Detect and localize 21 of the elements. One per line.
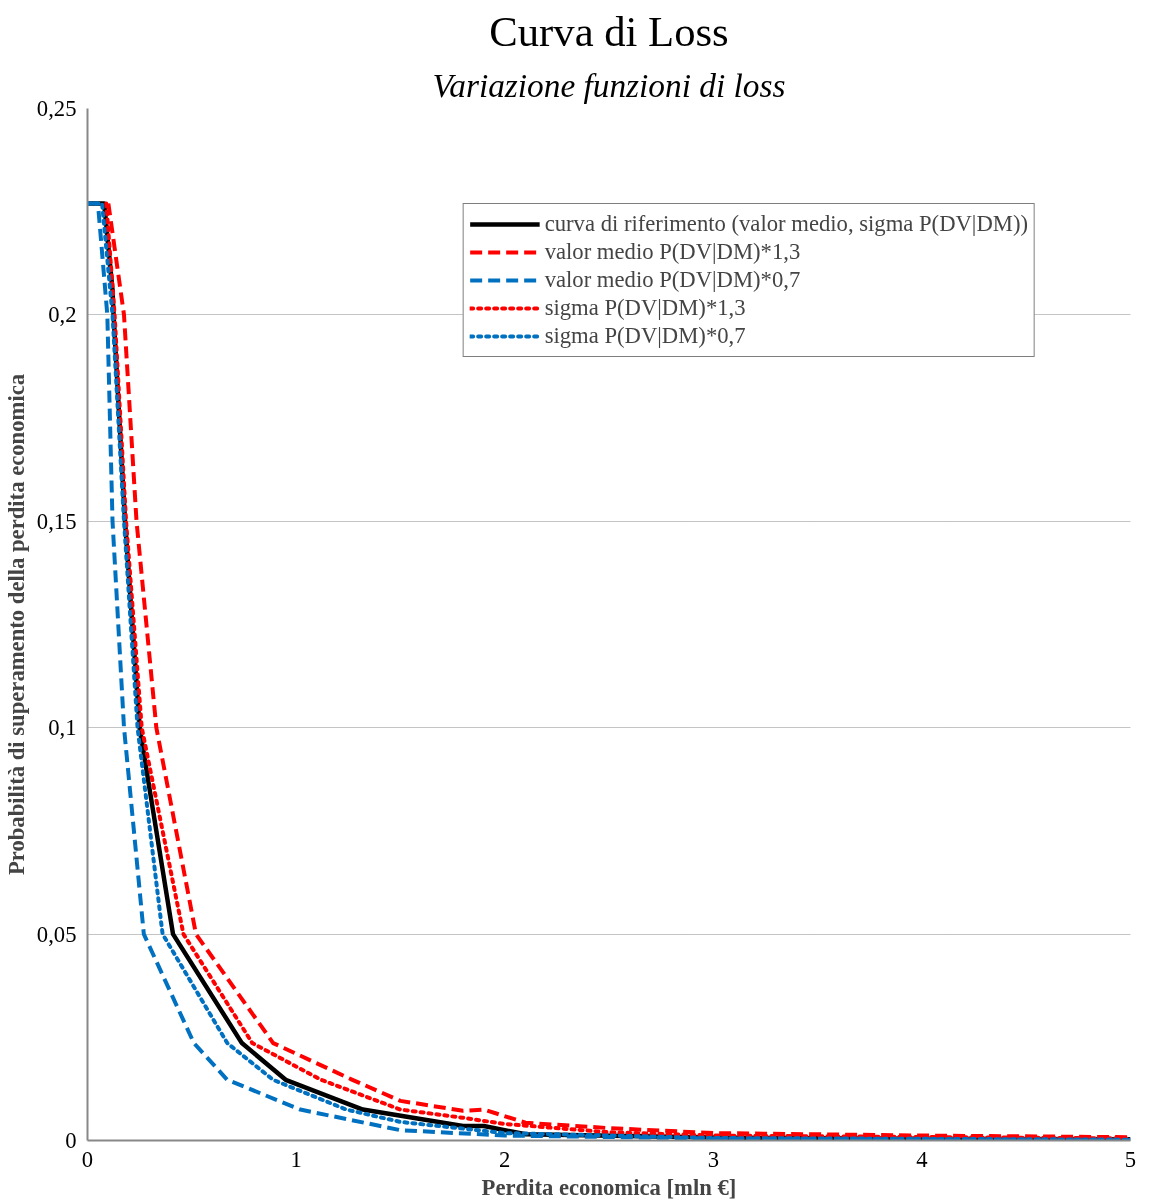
legend-label: valor medio P(DV|DM)*0,7: [544, 266, 801, 294]
x-tick-label: 1: [290, 1146, 302, 1172]
chart-subtitle: Variazione funzioni di loss: [432, 66, 786, 104]
x-tick-label: 0: [81, 1146, 94, 1172]
y-tick-label: 0,05: [36, 921, 77, 947]
y-axis-title: Probabilità di superamento della perdita economica: [3, 373, 29, 876]
x-tick-label: 4: [916, 1146, 928, 1172]
x-tick-label: 2: [499, 1146, 511, 1172]
legend-label: sigma P(DV|DM)*1,3: [544, 294, 746, 322]
x-tick-label: 3: [707, 1146, 719, 1172]
y-tick-label: 0,1: [48, 715, 77, 741]
y-tick-label: 0,2: [48, 302, 77, 328]
chart-title: Curva di Loss: [489, 7, 729, 55]
y-tick-label: 0: [65, 1128, 77, 1153]
y-tick-label: 0,15: [36, 508, 77, 534]
y-tick-label: 0,25: [36, 96, 77, 121]
legend-label: curva di riferimento (valor medio, sigma P(DV|DM)): [544, 210, 1028, 238]
legend-label: sigma P(DV|DM)*0,7: [544, 322, 746, 350]
legend-label: valor medio P(DV|DM)*1,3: [544, 238, 801, 266]
x-axis-title: Perdita economica [mln €]: [481, 1174, 737, 1200]
x-tick-label: 5: [1124, 1146, 1137, 1172]
